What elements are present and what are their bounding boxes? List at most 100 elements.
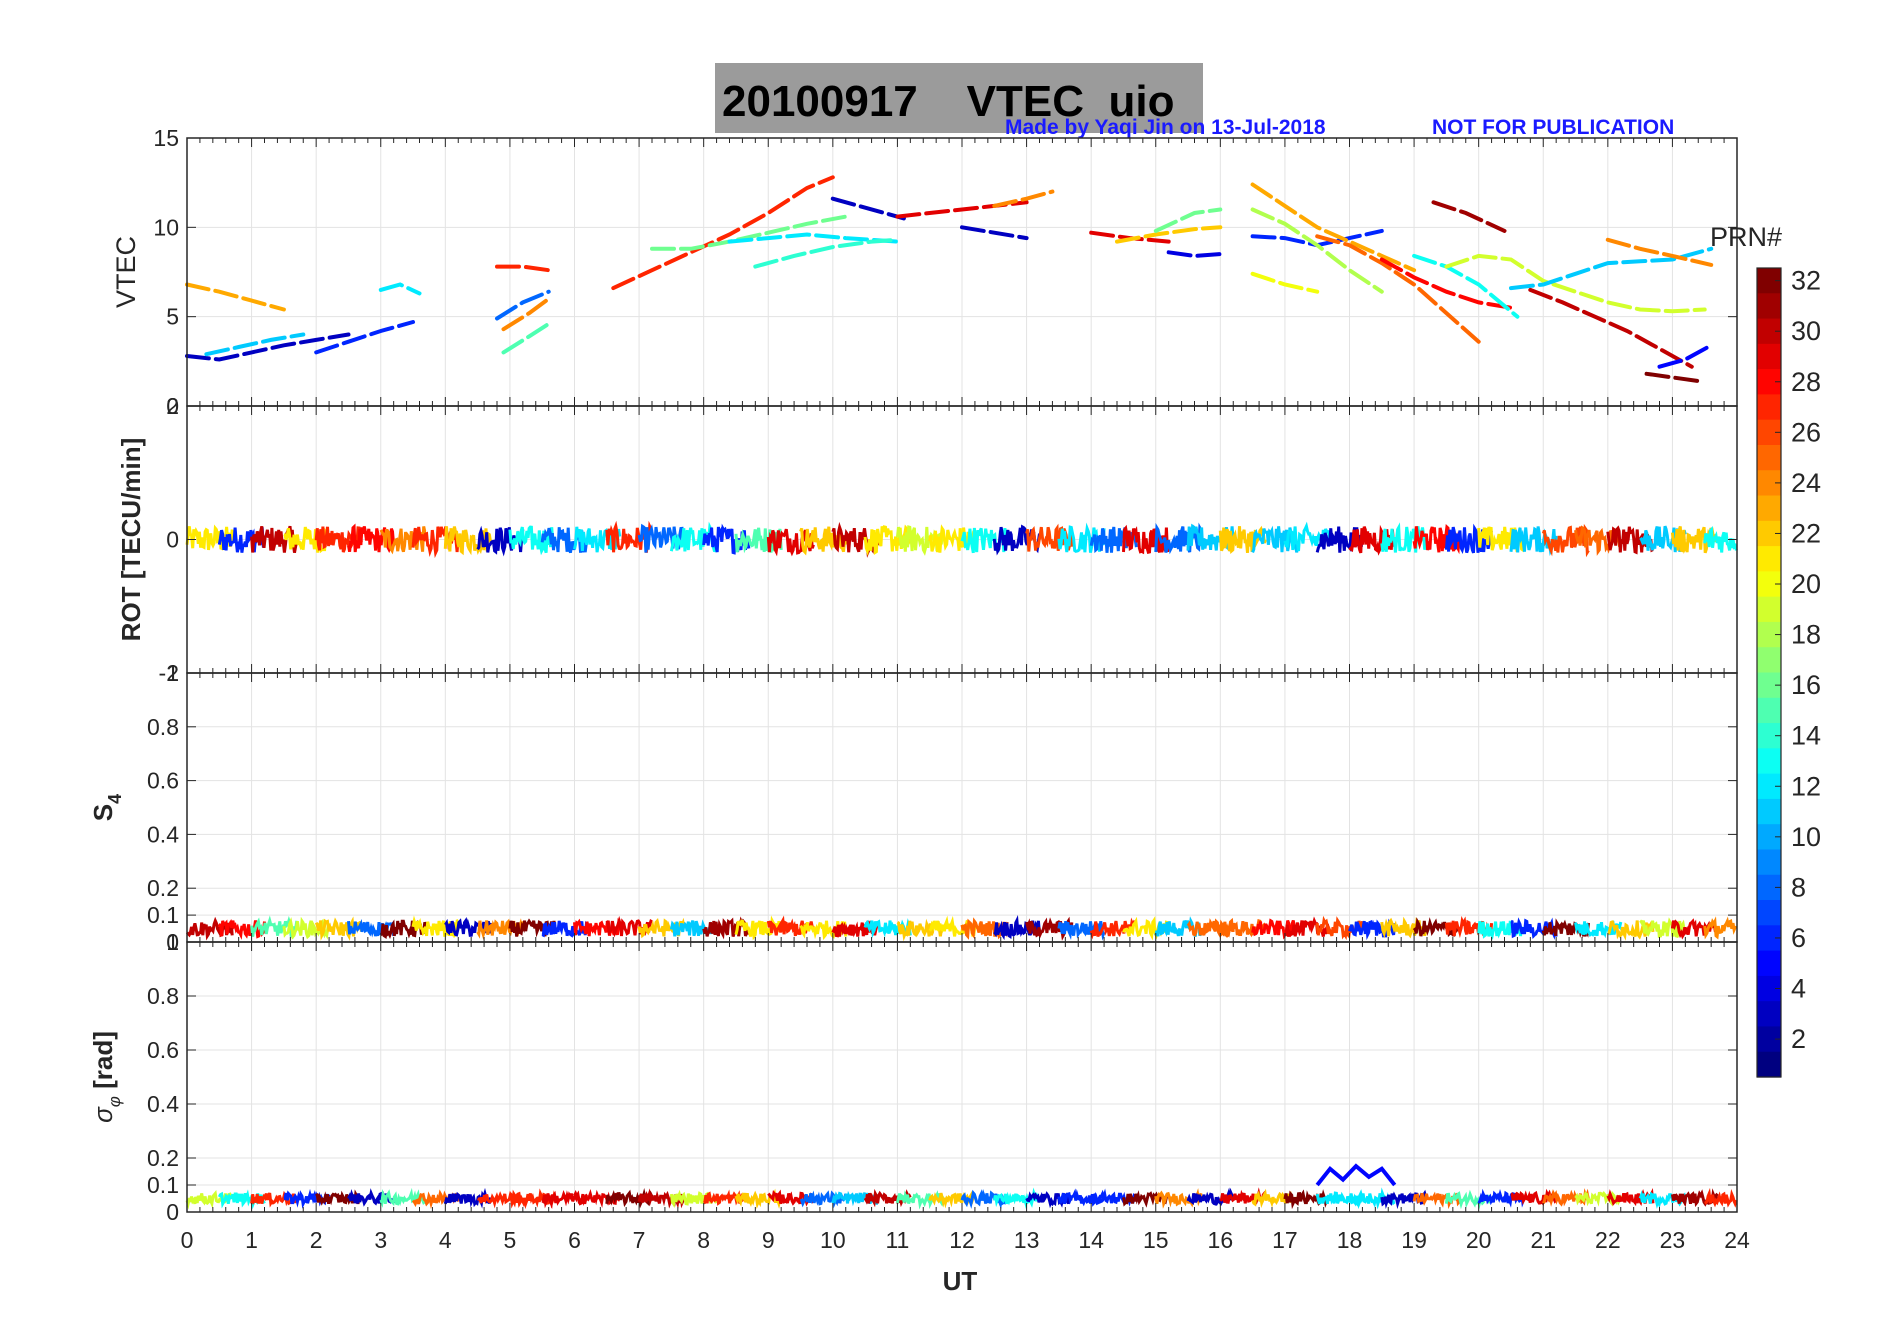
trace-segment <box>1639 917 1687 938</box>
y-tick-label: 0.4 <box>147 821 179 847</box>
panel-1: 0 5 10 15 VTEC <box>111 125 1738 419</box>
vtec-arc-prn-23 <box>1250 182 1417 273</box>
sigma-label-unit: [rad] <box>88 1031 118 1096</box>
trace-segment <box>250 1190 299 1208</box>
vtec-arc-prn-24 <box>501 296 551 332</box>
vtec-arc-prn-24 <box>1605 237 1714 267</box>
x-tick-label: 12 <box>949 1227 975 1253</box>
y-tick-label: 2 <box>166 393 179 419</box>
colorbar-tick-label: 8 <box>1791 872 1806 902</box>
y-tick-label: 5 <box>166 304 179 330</box>
trace-segment <box>185 916 234 941</box>
colorbar-swatch <box>1757 849 1781 876</box>
y-tick-label: 0 <box>166 527 179 553</box>
x-tick-label: 20 <box>1466 1227 1492 1253</box>
vtec-arc-prn-3 <box>830 196 906 221</box>
colorbar-tick-label: 24 <box>1791 468 1821 498</box>
trace-segment <box>573 917 622 937</box>
colorbar-swatch <box>1757 343 1781 370</box>
colorbar-tick-label: 4 <box>1791 974 1806 1004</box>
x-tick-label: 17 <box>1272 1227 1298 1253</box>
y-tick-label: 0.8 <box>147 983 179 1009</box>
vtec-arc-prn-14 <box>753 237 900 269</box>
vtec-arc-prn-24 <box>992 189 1055 208</box>
colorbar-tick-label: 14 <box>1791 721 1821 751</box>
colorbar-swatch <box>1757 798 1781 825</box>
vtec-arc-prn-16 <box>650 214 848 251</box>
trace-segment <box>1218 525 1267 554</box>
colorbar-swatch <box>1757 748 1781 775</box>
panel-4-data <box>185 1163 1738 1210</box>
colorbar-swatch <box>1757 293 1781 320</box>
trace-segment <box>379 1187 427 1208</box>
colorbar-tick-label: 20 <box>1791 569 1821 599</box>
colorbar-tick-label: 6 <box>1791 923 1806 953</box>
y-tick-label: 0.1 <box>147 902 179 928</box>
y-tick-label: 0.4 <box>147 1091 179 1117</box>
vtec-arc-prn-11 <box>1509 246 1714 291</box>
x-tick-label: 8 <box>697 1227 710 1253</box>
trace-segment <box>928 524 977 553</box>
panel-3-data <box>185 915 1737 942</box>
chart-title: 20100917 VTEC uio <box>722 77 1174 126</box>
y-tick-label: 1 <box>166 929 179 955</box>
trace-segment <box>1025 523 1074 552</box>
colorbar-swatch <box>1757 647 1781 674</box>
colorbar-label: PRN# <box>1710 222 1782 252</box>
y-tick-label: 0 <box>166 1199 179 1225</box>
vtec-arc-prn-6 <box>314 320 415 355</box>
vtec-arc-prn-5 <box>1657 343 1714 369</box>
vtec-arc-prn-23 <box>185 282 286 312</box>
colorbar-tick-label: 32 <box>1791 266 1821 296</box>
colorbar-tick-label: 18 <box>1791 620 1821 650</box>
y-tick-label: 0.1 <box>147 1172 179 1198</box>
vtec-arc-prn-8 <box>495 289 551 321</box>
colorbar-tick-label: 12 <box>1791 771 1821 801</box>
colorbar-swatch <box>1757 900 1781 926</box>
x-tick-label: 4 <box>439 1227 452 1253</box>
vtec-arc-prn-12 <box>378 282 422 296</box>
vtec-arc-prn-25 <box>1315 234 1481 344</box>
sigma-phi-y-label: σφ [rad] <box>88 1031 124 1123</box>
trace-segment <box>960 1189 1009 1210</box>
y-tick-label: 1 <box>166 660 179 686</box>
vtec-arc-prn-12 <box>727 232 900 244</box>
panel-3: 00.10.2 0.4 0.6 0.8 1 S4 <box>88 660 1738 955</box>
x-tick-label: 16 <box>1208 1227 1234 1253</box>
trace-segment <box>508 1188 557 1210</box>
s4-label-main: S <box>88 804 118 821</box>
x-tick-label: 0 <box>181 1227 194 1253</box>
colorbar-swatch <box>1757 444 1781 471</box>
x-tick-label: 6 <box>568 1227 581 1253</box>
vtec-arc-prn-18 <box>1250 207 1384 294</box>
colorbar-swatch <box>1757 1001 1781 1028</box>
x-tick-label: 18 <box>1337 1227 1363 1253</box>
trace-segment <box>1284 916 1331 938</box>
vtec-arc-prn-13 <box>1412 253 1520 319</box>
vtec-arc-prn-31 <box>1431 200 1507 233</box>
author-note: Made by Yaqi Jin on 13-Jul-2018 <box>1005 116 1326 139</box>
watermark-note: NOT FOR PUBLICATION <box>1432 116 1674 139</box>
y-tick-label: 0.6 <box>147 768 179 794</box>
trace-segment <box>1703 916 1737 940</box>
x-tick-label: 24 <box>1724 1227 1750 1253</box>
vtec-arc-prn-32 <box>1644 371 1701 383</box>
trace-segment <box>508 525 557 556</box>
trace-segment <box>444 916 492 937</box>
trace-segment <box>1444 523 1493 554</box>
trace-segment <box>540 527 589 554</box>
trace-segment <box>217 918 266 940</box>
vtec-arc-prn-20 <box>1250 271 1320 294</box>
vtec-arc-prn-28 <box>1379 257 1513 310</box>
y-tick-label: 15 <box>153 125 179 151</box>
trace-segment <box>1510 1188 1558 1206</box>
vtec-arc-prn-3 <box>185 332 351 362</box>
vtec-arc-prn-3 <box>960 225 1029 241</box>
x-tick-label: 19 <box>1401 1227 1427 1253</box>
colorbar-swatch <box>1757 950 1781 977</box>
x-tick-label: 11 <box>885 1227 909 1253</box>
trace-segment <box>1574 1190 1623 1207</box>
colorbar-tick-label: 22 <box>1791 518 1821 548</box>
y-tick-label: 10 <box>153 214 179 240</box>
x-tick-label: 1 <box>245 1227 258 1253</box>
